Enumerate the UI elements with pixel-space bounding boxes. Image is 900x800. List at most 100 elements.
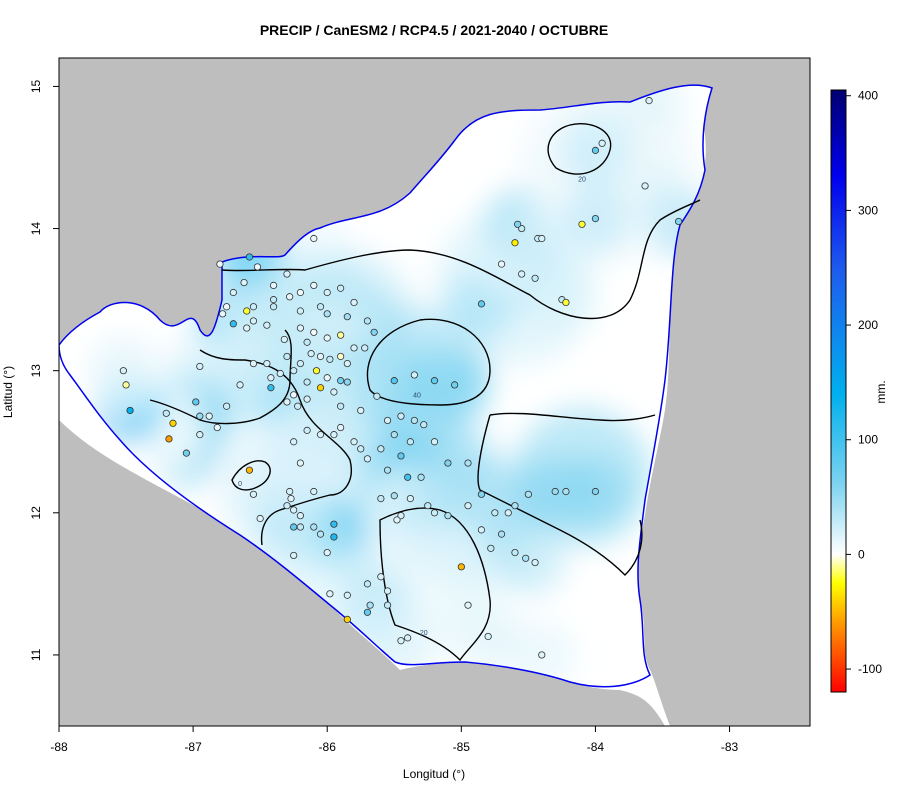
contour-20-north bbox=[547, 123, 612, 175]
contour-label: 0 bbox=[238, 481, 242, 488]
station-marker bbox=[538, 234, 546, 243]
y-tick-label: 15 bbox=[29, 79, 43, 93]
station-marker bbox=[316, 384, 325, 392]
station-marker bbox=[229, 288, 237, 297]
y-axis: 11 12 13 14 15 bbox=[29, 79, 59, 661]
station-marker bbox=[316, 352, 325, 361]
station-marker bbox=[323, 549, 331, 557]
y-axis-label: Latitud (°) bbox=[1, 366, 15, 418]
station-marker bbox=[326, 590, 334, 598]
station-marker bbox=[464, 459, 472, 467]
station-marker bbox=[511, 239, 519, 247]
station-marker bbox=[514, 220, 522, 228]
station-marker bbox=[330, 431, 338, 439]
station-marker bbox=[223, 303, 231, 311]
station-marker bbox=[249, 359, 258, 368]
x-tick-label: -83 bbox=[721, 740, 739, 754]
station-marker bbox=[343, 313, 351, 321]
station-marker bbox=[410, 371, 418, 379]
station-marker bbox=[337, 284, 345, 292]
station-marker bbox=[283, 398, 291, 406]
station-marker bbox=[377, 494, 385, 503]
station-marker bbox=[310, 281, 318, 290]
station-marker bbox=[430, 377, 439, 385]
station-marker bbox=[296, 324, 304, 332]
station-marker bbox=[363, 580, 372, 588]
station-marker bbox=[296, 288, 304, 297]
station-marker bbox=[531, 558, 539, 567]
station-marker bbox=[240, 278, 248, 287]
station-marker bbox=[213, 423, 221, 432]
station-marker bbox=[397, 412, 405, 420]
station-marker bbox=[276, 369, 284, 378]
station-marker bbox=[249, 490, 258, 498]
station-marker bbox=[263, 359, 271, 368]
station-marker bbox=[491, 509, 499, 517]
station-marker bbox=[430, 438, 439, 446]
station-marker bbox=[397, 637, 405, 645]
land-honduras-elsalvador bbox=[59, 58, 720, 345]
station-marker bbox=[323, 310, 331, 318]
station-marker bbox=[267, 374, 275, 382]
station-marker bbox=[361, 344, 369, 352]
colorbar-tick-label: 200 bbox=[858, 318, 878, 332]
station-marker bbox=[674, 217, 683, 226]
station-marker bbox=[310, 487, 318, 496]
station-marker bbox=[236, 381, 244, 389]
station-marker bbox=[323, 288, 331, 297]
station-marker bbox=[424, 502, 432, 510]
station-marker bbox=[269, 296, 278, 304]
contour-label: 20 bbox=[420, 630, 428, 637]
station-marker bbox=[406, 494, 414, 503]
station-marker bbox=[377, 445, 385, 453]
station-marker bbox=[286, 487, 294, 496]
field-region bbox=[260, 248, 421, 409]
station-marker bbox=[464, 502, 472, 510]
land-costa-rica bbox=[59, 420, 665, 726]
colorbar-tick-label: 100 bbox=[858, 433, 878, 447]
x-axis: -88 -87 -86 -85 -84 -83 bbox=[50, 726, 739, 754]
station-marker bbox=[182, 449, 191, 457]
station-marker bbox=[316, 530, 325, 538]
station-marker bbox=[296, 459, 304, 467]
station-marker bbox=[223, 402, 231, 410]
x-tick-label: -84 bbox=[587, 740, 605, 754]
station-marker bbox=[598, 139, 606, 147]
station-marker bbox=[404, 634, 412, 642]
station-marker bbox=[296, 359, 304, 368]
station-marker bbox=[192, 398, 200, 406]
plot-frame bbox=[58, 57, 811, 727]
station-marker bbox=[551, 487, 559, 496]
station-marker bbox=[283, 502, 291, 510]
station-marker bbox=[249, 317, 258, 325]
station-marker bbox=[444, 459, 452, 467]
station-marker bbox=[343, 591, 351, 599]
station-marker bbox=[290, 391, 298, 399]
station-marker bbox=[307, 350, 315, 358]
station-marker bbox=[286, 293, 294, 301]
contour-20-northcentral bbox=[221, 199, 701, 320]
colorbar-tick-label: 400 bbox=[858, 89, 878, 103]
station-marker bbox=[196, 362, 204, 371]
station-marker bbox=[377, 573, 385, 581]
station-marker bbox=[296, 307, 304, 315]
contour-20-west2 bbox=[149, 329, 292, 425]
station-marker bbox=[393, 516, 401, 524]
y-tick-label: 12 bbox=[29, 506, 43, 520]
colorbar-gradient bbox=[830, 89, 847, 693]
station-marker bbox=[390, 492, 398, 500]
station-marker bbox=[337, 352, 345, 361]
y-tick-label: 11 bbox=[29, 648, 43, 661]
station-marker bbox=[303, 338, 311, 346]
station-marker bbox=[497, 530, 506, 538]
station-marker bbox=[310, 234, 318, 243]
station-marker bbox=[330, 533, 338, 541]
colorbar-unit-label: mm. bbox=[874, 380, 888, 403]
station-marker bbox=[457, 563, 465, 571]
station-marker bbox=[511, 549, 519, 557]
station-marker bbox=[256, 514, 264, 523]
station-marker bbox=[290, 367, 298, 375]
contour-40-east bbox=[477, 412, 656, 576]
station-marker bbox=[196, 431, 204, 439]
station-marker bbox=[162, 409, 170, 417]
